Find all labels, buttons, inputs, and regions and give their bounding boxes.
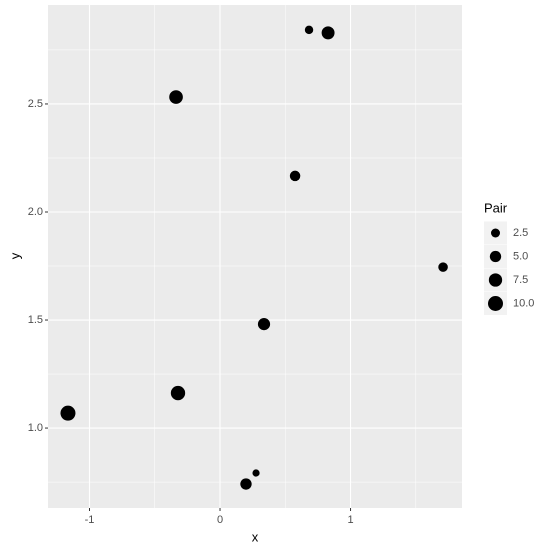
- point: [321, 26, 335, 40]
- y-tick-label: 1.5: [28, 314, 43, 326]
- point: [60, 405, 76, 421]
- point: [438, 262, 448, 272]
- panel: [48, 5, 462, 508]
- y-tick-label: 2.0: [28, 206, 43, 218]
- legend-symbol: [489, 250, 502, 263]
- x-tick-label: -1: [85, 514, 95, 526]
- point: [169, 90, 183, 104]
- x-tick-label: 1: [347, 514, 353, 526]
- legend-label: 2.5: [513, 227, 528, 239]
- legend-symbol: [491, 228, 500, 238]
- legend-label: 10.0: [513, 297, 534, 309]
- x-tick-label: 0: [217, 514, 223, 526]
- y-tick-label: 2.5: [28, 98, 43, 110]
- point: [240, 478, 252, 490]
- point: [252, 469, 260, 477]
- point: [289, 170, 301, 182]
- legend-title: Pair: [484, 200, 508, 215]
- x-axis-label: x: [252, 529, 259, 544]
- legend-symbol: [488, 273, 503, 287]
- point: [257, 318, 271, 331]
- y-axis-label: y: [7, 252, 22, 259]
- legend-label: 5.0: [513, 250, 528, 262]
- point: [304, 25, 314, 35]
- point: [170, 385, 186, 401]
- legend-symbol: [488, 296, 503, 311]
- y-tick-label: 1.0: [28, 422, 43, 434]
- legend-label: 7.5: [513, 274, 528, 286]
